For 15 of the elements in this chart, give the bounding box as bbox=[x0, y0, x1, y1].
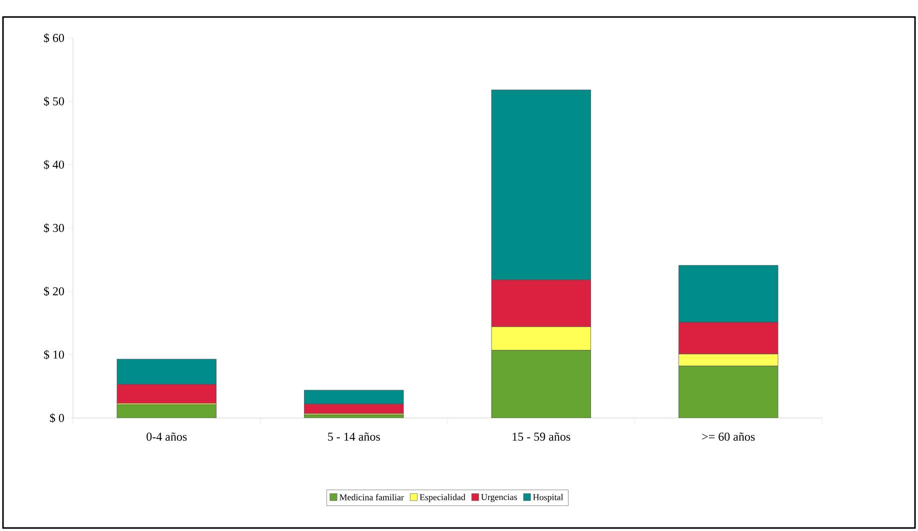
legend-label: Hospital bbox=[533, 494, 564, 502]
legend-label: Medicina familiar bbox=[339, 494, 404, 500]
y-tick-label: $ 10 bbox=[44, 350, 64, 360]
x-tick-label: 15 - 59 años bbox=[512, 432, 570, 441]
y-tick-label: $ 40 bbox=[44, 160, 64, 170]
legend-label: Urgencias bbox=[481, 494, 517, 502]
x-tick-label: >= 60 años bbox=[702, 432, 755, 441]
y-tick-label: $ 30 bbox=[44, 223, 64, 233]
legend-label: Especialidad bbox=[420, 494, 466, 502]
y-tick-label: $ 60 bbox=[44, 33, 64, 43]
y-tick-label: $ 20 bbox=[44, 286, 64, 296]
x-tick-label: 0-4 años bbox=[146, 432, 187, 441]
y-tick-label: $ 50 bbox=[44, 96, 64, 106]
x-tick-label: 5 - 14 años bbox=[328, 432, 380, 441]
y-tick-label: $ 0 bbox=[50, 413, 64, 423]
